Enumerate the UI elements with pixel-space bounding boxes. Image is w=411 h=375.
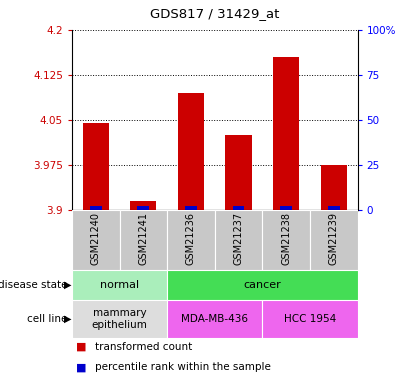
Bar: [328, 206, 339, 210]
Bar: [83, 123, 109, 210]
Text: GSM21239: GSM21239: [329, 212, 339, 265]
Text: GDS817 / 31429_at: GDS817 / 31429_at: [150, 7, 279, 20]
Bar: [233, 206, 245, 210]
Bar: [262, 300, 358, 338]
Text: ■: ■: [76, 342, 87, 352]
Bar: [137, 206, 149, 210]
Bar: [262, 210, 310, 270]
Bar: [273, 57, 299, 210]
Text: GSM21240: GSM21240: [91, 212, 101, 265]
Bar: [226, 135, 252, 210]
Text: cancer: cancer: [243, 280, 281, 290]
Bar: [167, 270, 358, 300]
Text: cell line: cell line: [28, 314, 68, 324]
Text: HCC 1954: HCC 1954: [284, 314, 336, 324]
Text: GSM21236: GSM21236: [186, 212, 196, 265]
Text: normal: normal: [100, 280, 139, 290]
Text: percentile rank within the sample: percentile rank within the sample: [95, 363, 270, 372]
Text: GSM21241: GSM21241: [139, 212, 148, 265]
Text: GSM21238: GSM21238: [281, 212, 291, 265]
Bar: [310, 210, 358, 270]
Bar: [120, 210, 167, 270]
Text: disease state: disease state: [0, 280, 68, 290]
Bar: [72, 300, 167, 338]
Bar: [130, 201, 157, 210]
Bar: [72, 210, 120, 270]
Text: ▶: ▶: [64, 314, 71, 324]
Bar: [90, 206, 102, 210]
Bar: [72, 270, 167, 300]
Text: MDA-MB-436: MDA-MB-436: [181, 314, 248, 324]
Text: mammary
epithelium: mammary epithelium: [92, 308, 148, 330]
Bar: [167, 300, 262, 338]
Text: ▶: ▶: [64, 280, 71, 290]
Text: ■: ■: [76, 363, 87, 372]
Text: transformed count: transformed count: [95, 342, 192, 352]
Bar: [215, 210, 262, 270]
Text: GSM21237: GSM21237: [233, 212, 244, 265]
Bar: [178, 93, 204, 210]
Bar: [321, 165, 347, 210]
Bar: [167, 210, 215, 270]
Bar: [280, 206, 292, 210]
Bar: [185, 206, 197, 210]
